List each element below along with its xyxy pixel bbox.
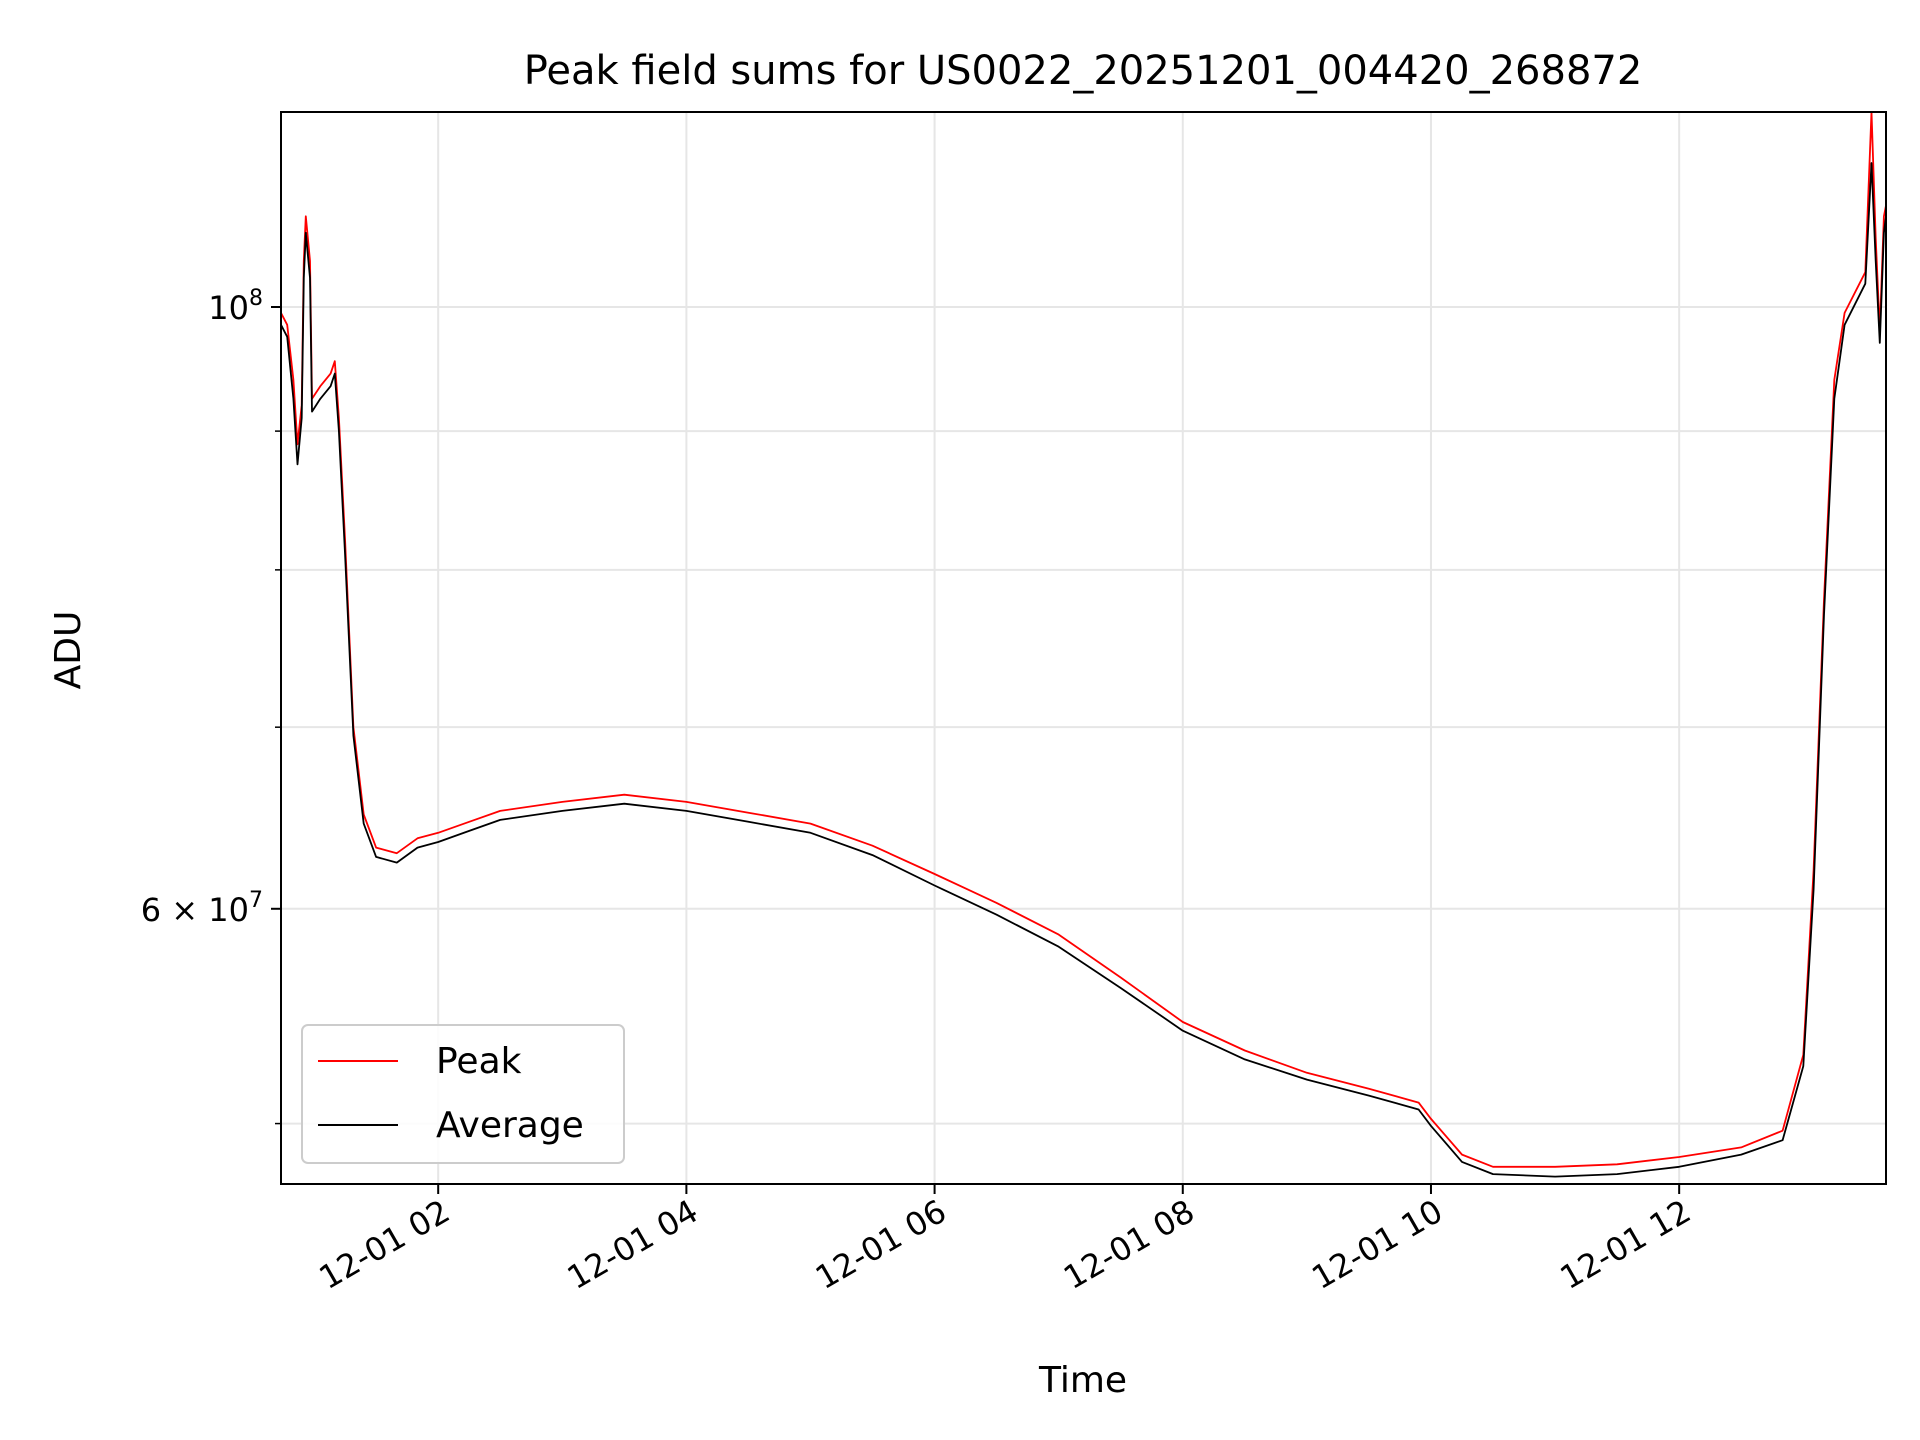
y-tick-label-0: 6 × 107 [141,888,263,929]
series-line-peak [280,111,1887,1168]
plot-frame [280,111,1887,1185]
y-axis-label: ADU [48,611,89,690]
y-tick-label-1: 108 [208,286,263,327]
legend-label-average: Average [436,1105,584,1146]
x-axis-label: Time [1038,1360,1127,1401]
series-line-average [280,162,1887,1178]
y-axis: 6 × 107 108 [141,286,281,1125]
legend: Peak Average [301,1024,625,1164]
series-layer [280,111,1887,1178]
grid [281,112,1886,1184]
legend-box [301,1024,625,1164]
legend-label-peak: Peak [436,1041,522,1082]
chart-title: Peak field sums for US0022_20251201_0044… [524,48,1643,94]
